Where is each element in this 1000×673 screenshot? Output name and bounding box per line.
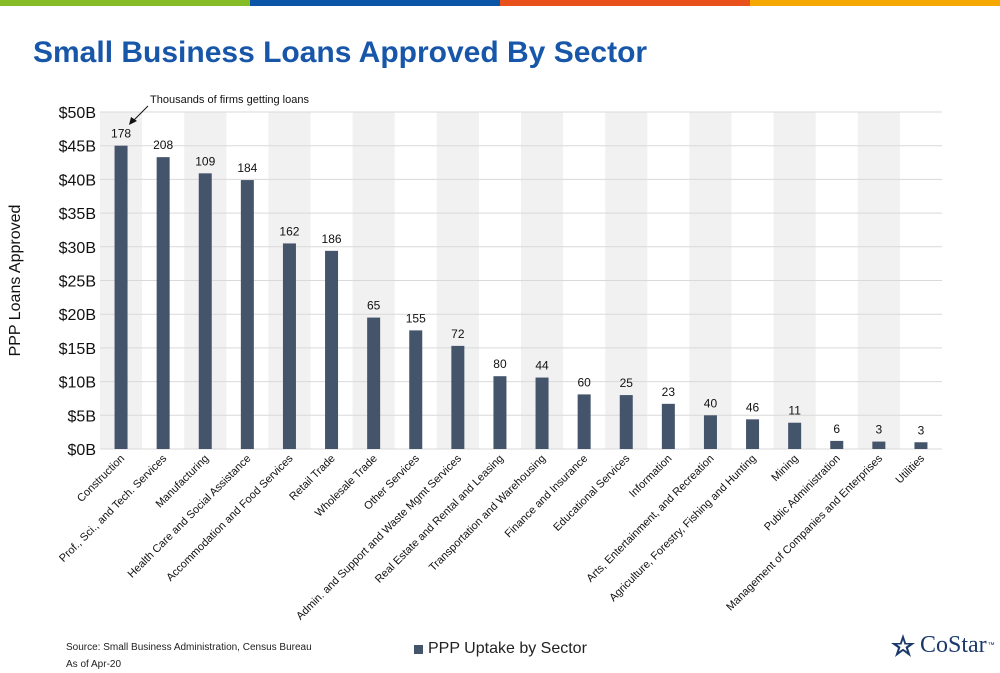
bar [619,395,633,449]
annotation-arrow [131,105,149,123]
y-tick-label: $25B [59,274,96,291]
costar-star-icon [891,633,915,657]
data-label: 65 [367,299,381,313]
bar [746,419,760,449]
y-tick-label: $20B [59,307,96,324]
data-label: 3 [876,423,883,437]
bar [872,441,886,449]
data-label: 80 [493,357,507,371]
bar [577,394,591,449]
bar [914,442,928,449]
y-tick-label: $35B [59,206,96,223]
chart-legend: PPP Uptake by Sector [414,640,587,658]
legend-swatch [414,644,423,654]
bar [409,330,423,449]
data-label: 208 [153,138,173,152]
data-label: 60 [577,375,591,389]
x-tick-label: Public Administration [762,453,843,534]
bar [367,317,381,449]
bar [156,157,170,449]
x-tick-label: Finance and Insurance [503,453,591,541]
logo-trademark: ™ [987,642,995,649]
top-color-bar [0,0,1000,6]
bar [114,145,128,449]
data-label: 155 [406,311,426,325]
logo-text: CoStar [920,632,987,658]
legend-label: PPP Uptake by Sector [428,640,587,657]
bar [830,440,844,449]
data-label: 11 [788,404,801,418]
top-bar-orange [500,0,750,6]
data-label: 162 [279,224,299,238]
data-label: 46 [746,400,760,414]
data-label: 184 [237,161,257,175]
y-tick-label: $40B [59,172,96,189]
y-axis-title: PPP Loans Approved [7,205,24,357]
annotation-arrowhead [129,117,137,125]
data-label: 109 [195,154,215,168]
y-tick-label: $0B [68,442,96,459]
x-tick-label: Mining [769,453,800,484]
data-label: 72 [451,327,465,341]
costar-logo: CoStar ™ [890,632,995,659]
bar [325,250,339,449]
source-note: Source: Small Business Administration, C… [66,639,312,673]
bar [703,415,717,449]
x-tick-label: Educational Services [551,452,632,533]
bar [535,377,549,449]
data-label: 178 [111,127,131,141]
annotation-text: Thousands of firms getting loans [150,94,309,106]
as-of-line: As of Apr-20 [66,659,122,670]
y-tick-label: $15B [59,341,96,358]
source-line: Source: Small Business Administration, C… [66,642,312,653]
bar [198,173,212,450]
x-tick-label: Management of Companies and Enterprises [724,452,885,613]
top-bar-yellow [750,0,1000,6]
data-label: 186 [322,232,342,246]
data-label: 6 [833,422,840,436]
data-label: 40 [704,396,718,410]
x-tick-label: Agriculture, Forestry, Fishing and Hunti… [607,453,758,604]
y-tick-label: $45B [59,139,96,156]
y-tick-label: $50B [59,105,96,122]
bar [661,403,675,449]
page-title: Small Business Loans Approved By Sector [33,36,648,69]
bar [493,376,507,449]
y-tick-label: $10B [59,375,96,392]
bar [282,243,296,449]
bar [451,345,465,449]
data-label: 23 [662,385,676,399]
bar [240,180,254,449]
data-label: 3 [918,423,925,437]
top-bar-green [0,0,250,6]
data-label: 44 [535,359,549,373]
x-tick-label: Utilities [894,452,928,486]
y-tick-label: $5B [68,408,96,425]
data-label: 25 [620,376,634,390]
y-tick-label: $30B [59,240,96,257]
top-bar-blue [250,0,500,6]
bar [788,422,802,449]
